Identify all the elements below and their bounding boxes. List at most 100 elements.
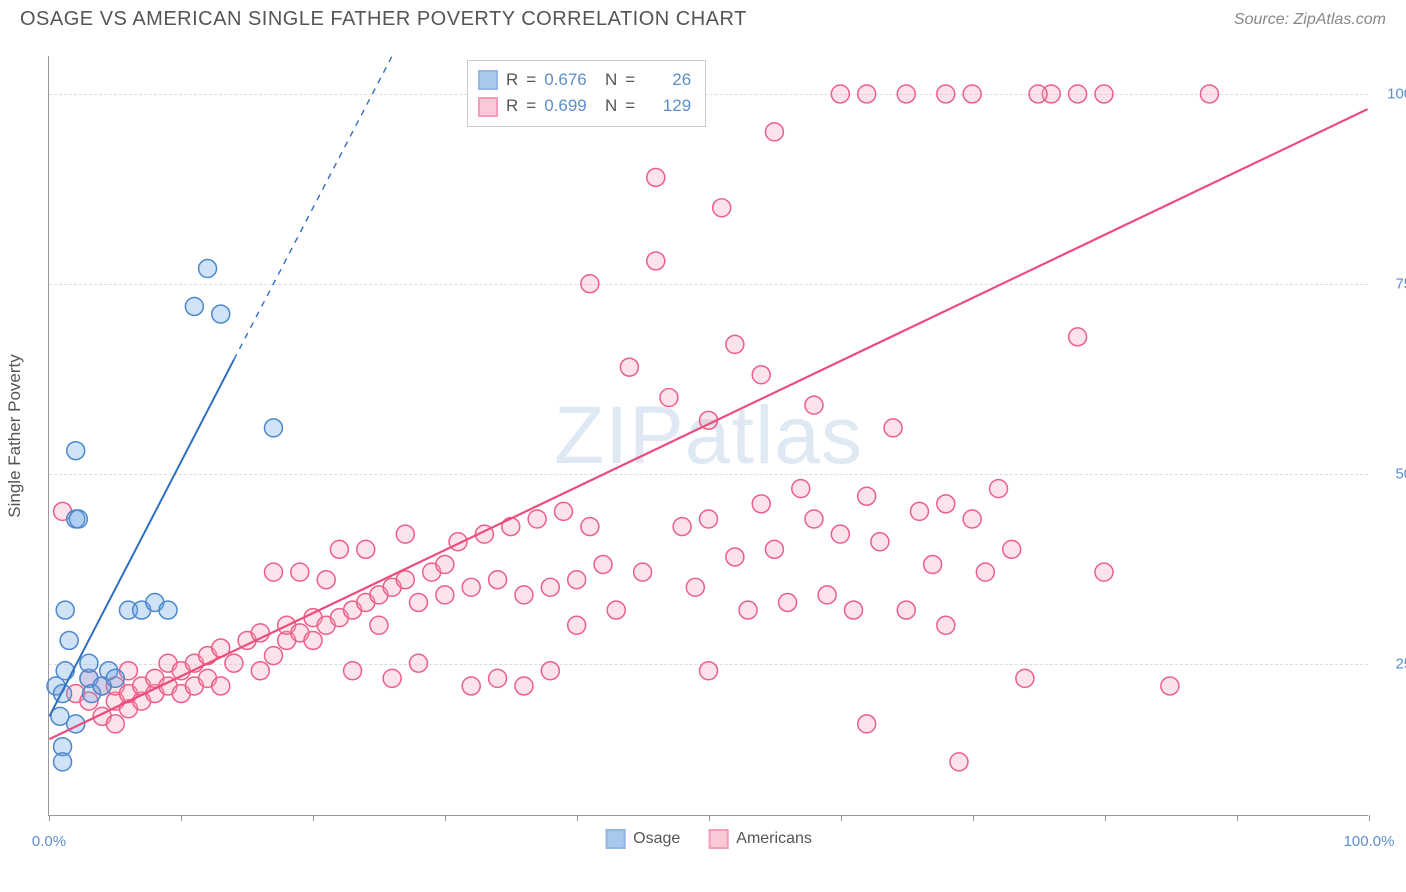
- americans-point: [370, 616, 388, 634]
- americans-point: [752, 366, 770, 384]
- americans-point: [581, 518, 599, 536]
- osage-point: [159, 601, 177, 619]
- x-tick: [1105, 815, 1106, 821]
- americans-point: [396, 571, 414, 589]
- n-label: N: [600, 67, 617, 93]
- americans-point: [858, 715, 876, 733]
- americans-point: [950, 753, 968, 771]
- legend-label: Osage: [633, 830, 680, 848]
- americans-point: [884, 419, 902, 437]
- americans-point: [409, 654, 427, 672]
- osage-point: [60, 631, 78, 649]
- eq-label: =: [625, 93, 635, 119]
- americans-point: [713, 199, 731, 217]
- americans-point: [937, 85, 955, 103]
- eq-label: =: [526, 67, 536, 93]
- eq-label: =: [625, 67, 635, 93]
- americans-point: [726, 335, 744, 353]
- x-tick: [445, 815, 446, 821]
- americans-point: [805, 510, 823, 528]
- stats-row-americans: R=0.699 N=129: [478, 93, 691, 119]
- americans-point: [845, 601, 863, 619]
- x-tick: [181, 815, 182, 821]
- osage-point: [54, 685, 72, 703]
- osage-trendline-extrapolated: [234, 56, 392, 360]
- americans-point: [409, 593, 427, 611]
- americans-point: [541, 662, 559, 680]
- source-attribution: Source: ZipAtlas.com: [1234, 11, 1386, 29]
- americans-point: [924, 556, 942, 574]
- americans-point: [831, 85, 849, 103]
- osage-swatch-icon: [478, 70, 498, 90]
- americans-point: [792, 480, 810, 498]
- r-value: 0.699: [544, 93, 592, 119]
- americans-point: [686, 578, 704, 596]
- americans-point: [528, 510, 546, 528]
- americans-point: [344, 662, 362, 680]
- americans-point: [937, 616, 955, 634]
- osage-point: [80, 654, 98, 672]
- americans-point: [541, 578, 559, 596]
- americans-point: [264, 563, 282, 581]
- osage-point: [67, 442, 85, 460]
- n-label: N: [600, 93, 617, 119]
- americans-point: [502, 518, 520, 536]
- x-tick: [1237, 815, 1238, 821]
- americans-swatch-icon: [478, 97, 498, 117]
- americans-point: [568, 616, 586, 634]
- americans-point: [765, 540, 783, 558]
- osage-legend-swatch-icon: [605, 829, 625, 849]
- americans-point: [462, 578, 480, 596]
- n-value: 26: [643, 67, 691, 93]
- americans-point: [212, 677, 230, 695]
- americans-point: [330, 540, 348, 558]
- americans-point: [264, 647, 282, 665]
- x-tick-label: 0.0%: [32, 833, 66, 850]
- americans-point: [660, 389, 678, 407]
- x-tick: [841, 815, 842, 821]
- y-tick-label: 50.0%: [1378, 466, 1406, 483]
- americans-point: [1029, 85, 1047, 103]
- americans-point: [700, 510, 718, 528]
- americans-point: [1200, 85, 1218, 103]
- x-tick-label: 100.0%: [1344, 833, 1395, 850]
- americans-point: [436, 556, 454, 574]
- americans-point: [726, 548, 744, 566]
- americans-point: [515, 677, 533, 695]
- y-tick-label: 25.0%: [1378, 656, 1406, 673]
- r-label: R: [506, 93, 518, 119]
- americans-point: [581, 275, 599, 293]
- americans-point: [779, 593, 797, 611]
- americans-point: [647, 168, 665, 186]
- americans-point: [858, 85, 876, 103]
- americans-point: [739, 601, 757, 619]
- osage-point: [69, 510, 87, 528]
- americans-point: [1161, 677, 1179, 695]
- americans-point: [436, 586, 454, 604]
- americans-point: [673, 518, 691, 536]
- americans-point: [1069, 328, 1087, 346]
- americans-point: [515, 586, 533, 604]
- x-tick: [709, 815, 710, 821]
- americans-point: [634, 563, 652, 581]
- americans-point: [647, 252, 665, 270]
- americans-point: [963, 510, 981, 528]
- americans-point: [1069, 85, 1087, 103]
- stats-row-osage: R=0.676 N=26: [478, 67, 691, 93]
- americans-point: [357, 540, 375, 558]
- americans-point: [897, 85, 915, 103]
- legend: Osage Americans: [605, 829, 812, 849]
- r-value: 0.676: [544, 67, 592, 93]
- americans-point: [1003, 540, 1021, 558]
- americans-point: [607, 601, 625, 619]
- legend-label: Americans: [736, 830, 812, 848]
- eq-label: =: [526, 93, 536, 119]
- americans-point: [752, 495, 770, 513]
- americans-point: [700, 662, 718, 680]
- americans-point: [1016, 669, 1034, 687]
- americans-legend-swatch-icon: [708, 829, 728, 849]
- y-axis-label: Single Father Poverty: [5, 354, 25, 517]
- x-tick: [577, 815, 578, 821]
- americans-point: [304, 631, 322, 649]
- americans-point: [910, 502, 928, 520]
